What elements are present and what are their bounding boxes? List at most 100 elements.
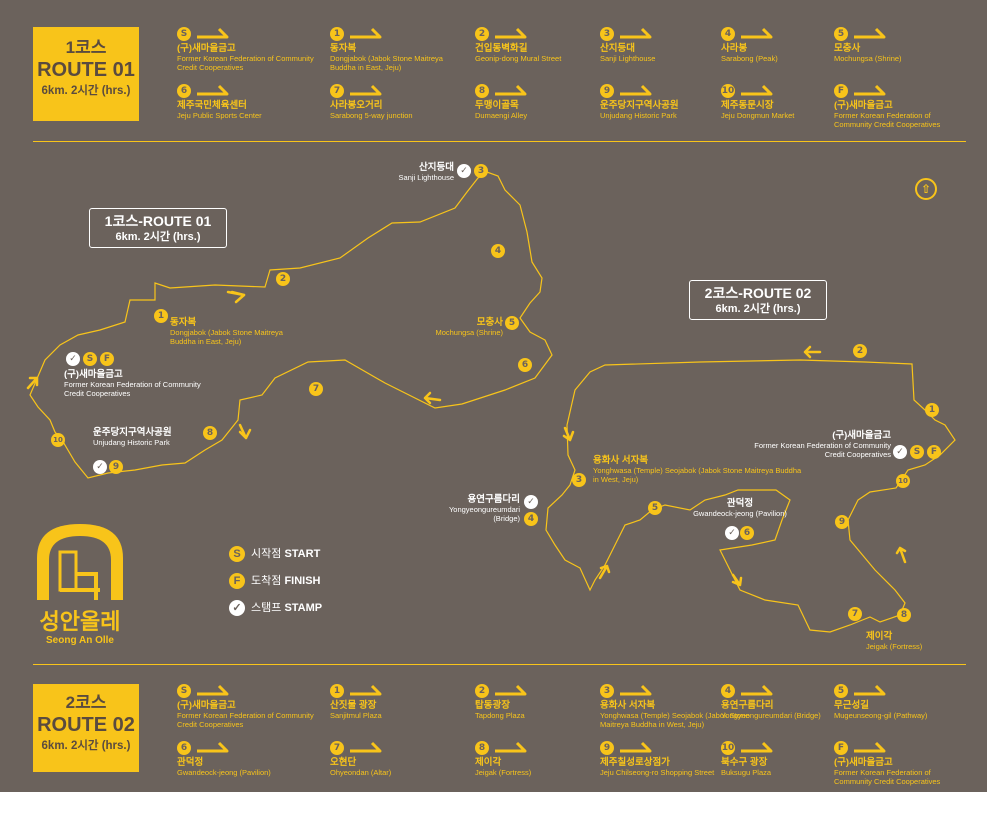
logo-title-ko: 성안올레 <box>39 609 121 634</box>
map-badge-r2-7: 7 <box>848 607 862 621</box>
map-badge-r2-finish: F <box>927 445 941 459</box>
map-badge-r2-1: 1 <box>925 403 939 417</box>
stop-name-ko: (구)새마을금고 <box>834 100 893 111</box>
legend-stamp-en: STAMP <box>284 602 323 614</box>
stop-name-ko: 사라봉 <box>721 43 748 54</box>
map-label-yonghwasa-en: Yonghwasa (Temple) Seojabok (Jabok Stone… <box>593 465 802 484</box>
stop-badge: S <box>177 26 191 41</box>
map-stamp-r1-9: ✓ <box>93 460 107 474</box>
map-label-mochungsa-en: Mochungsa (Shrine) <box>435 327 503 337</box>
route-02-box: 2코스 ROUTE 02 6km. 2시간 (hrs.) <box>33 684 139 772</box>
stop-badge: 3 <box>600 683 614 698</box>
legend-finish-ko: 도착점 <box>251 575 282 587</box>
stop-name-en: Tapdong Plaza <box>475 711 525 720</box>
stop-badge: 9 <box>600 83 614 98</box>
arrow-right-icon <box>350 741 382 753</box>
route1-stop-4: 3 산지등대 Sanji Lighthouse <box>600 25 715 63</box>
map-badge-r1-4: 4 <box>491 244 505 258</box>
stop-name-ko: 제주동문시장 <box>721 100 774 111</box>
route2-stop-8: 7 오현단 Ohyeondan (Altar) <box>330 739 418 777</box>
legend-stamp-ko: 스탬프 <box>251 602 282 614</box>
stop-name-ko: 운주당지구역사공원 <box>600 100 679 111</box>
arrow-r2-d <box>731 573 743 587</box>
route2-stop-5: 4 용연구름다리 Yongyeongureumdari (Bridge) <box>721 682 826 720</box>
arrow-right-icon <box>854 27 886 39</box>
map-stamp-r1-3: ✓ <box>457 164 471 178</box>
logo-title-en: Seong An Olle <box>46 635 114 646</box>
map-stamp-r2-6: ✓ <box>725 526 739 540</box>
stop-badge: 5 <box>834 26 848 41</box>
stop-name-ko: 두맹이골목 <box>475 100 519 111</box>
route2-stop-9: 8 제이각 Jeigak (Fortress) <box>475 739 563 777</box>
map-stamp-r1-start: ✓ <box>66 352 80 366</box>
stop-badge: 6 <box>177 83 191 98</box>
stop-name-ko: 용연구름다리 <box>721 700 774 711</box>
route1-stop-2: 1 동자복 Dongjabok (Jabok Stone Maitreya Budd… <box>330 25 470 72</box>
map-badge-r2-3: 3 <box>572 473 586 487</box>
stop-name-ko: 제주칠성로상점가 <box>600 757 670 768</box>
route2-stop-2: 1 산짓물 광장 Sanjitmul Plaza <box>330 682 418 720</box>
map-label-unjudang-ko: 운주당지구역사공원 <box>93 427 172 438</box>
arrow-right-icon <box>495 84 527 96</box>
stop-name-en: Former Korean Federation of Community Cr… <box>177 54 314 72</box>
arrow-right-icon <box>741 27 773 39</box>
map-badge-r1-start: S <box>83 352 97 366</box>
map-label-bridge-ko: 용연구름다리 <box>467 494 520 505</box>
top-divider <box>33 141 966 142</box>
stop-badge: S <box>177 683 191 698</box>
arrow-r2-c <box>598 564 611 580</box>
map-badge-r1-7: 7 <box>309 382 323 396</box>
stop-name-en: Dumaengi Alley <box>475 111 528 120</box>
stamp-icon: ✓ <box>229 600 245 617</box>
map-label-unjudang: 운주당지구역사공원 Unjudang Historic Park <box>93 427 223 448</box>
route1-stop-7: 6 제주국민체육센터 Jeju Public Sports Center <box>177 82 317 120</box>
stop-name-en: Mochungsa (Shrine) <box>834 54 902 63</box>
seong-an-olle-logo <box>37 524 123 600</box>
map-label-jeigak-ko: 제이각 <box>866 631 893 642</box>
compass-icon: ⇧ <box>915 178 937 200</box>
map-label-yonghwasa: 용화사 서자복 Yonghwasa (Temple) Seojabok (Jab… <box>593 455 803 484</box>
map-badge-r2-9: 9 <box>835 515 849 529</box>
stop-name-ko: 제이각 <box>475 757 502 768</box>
stop-name-ko: 탑동광장 <box>475 700 510 711</box>
legend-finish-en: FINISH <box>284 575 321 587</box>
map-badge-r2-10: 10 <box>896 474 910 488</box>
stop-name-en: Former Korean Federation of Community Cr… <box>177 711 314 729</box>
stop-name-en: Sanji Lighthouse <box>600 54 656 63</box>
stop-name-en: Mugeunseong-gil (Pathway) <box>834 711 928 720</box>
route-01-box: 1코스 ROUTE 01 6km. 2시간 (hrs.) <box>33 27 139 121</box>
arrow-r1-c <box>238 423 252 440</box>
arrow-right-icon <box>620 741 652 753</box>
map-badge-r1-8: 8 <box>203 426 217 440</box>
route-01-title-en: ROUTE 01 <box>37 59 135 81</box>
arrow-r1-b <box>26 376 39 390</box>
route2-stop-7: 6 관덕정 Gwandeock-jeong (Pavilion) <box>177 739 317 777</box>
map-label-r1-start-en: Former Korean Federation of Community Cr… <box>64 379 201 398</box>
arrow-r2-a <box>803 345 822 359</box>
stop-name-ko: (구)새마을금고 <box>834 757 893 768</box>
stop-name-ko: 산지등대 <box>600 43 635 54</box>
map-label-jeigak: 제이각 Jeigak (Fortress) <box>866 631 960 652</box>
stop-name-en: Jeju Public Sports Center <box>177 111 262 120</box>
stop-name-ko: 용화사 서자복 <box>600 700 656 711</box>
map-label-unjudang-en: Unjudang Historic Park <box>93 437 170 447</box>
route2-stop-6: 5 무근성길 Mugeunseong-gil (Pathway) <box>834 682 959 720</box>
stop-badge: 8 <box>475 740 489 755</box>
stop-badge: F <box>834 740 848 755</box>
route1-stop-11: 10 제주동문시장 Jeju Dongmun Market <box>721 82 826 120</box>
route1-stop-9: 8 두맹이골목 Dumaengi Alley <box>475 82 593 120</box>
map-route-01-title-main: 1코스-ROUTE 01 <box>104 213 212 229</box>
map-route-02-title-sub: 6km. 2시간 (hrs.) <box>715 303 801 315</box>
arrow-right-icon <box>197 741 229 753</box>
map-badge-r1-2: 2 <box>276 272 290 286</box>
direction-arrows <box>26 290 907 587</box>
arrow-right-icon <box>197 684 229 696</box>
route2-stop-4: 3 용화사 서자복 Yonghwasa (Temple) Seojabok (Jab… <box>600 682 780 729</box>
route-01-path <box>29 171 553 479</box>
stop-name-ko: (구)새마을금고 <box>177 700 236 711</box>
arrow-r2-e <box>895 546 907 564</box>
stop-name-ko: 오현단 <box>330 757 357 768</box>
stop-badge: 8 <box>475 83 489 98</box>
map-label-dongjabok-en: Dongjabok (Jabok Stone Maitreya Buddha i… <box>170 327 283 346</box>
map-badge-r2-2: 2 <box>853 344 867 358</box>
